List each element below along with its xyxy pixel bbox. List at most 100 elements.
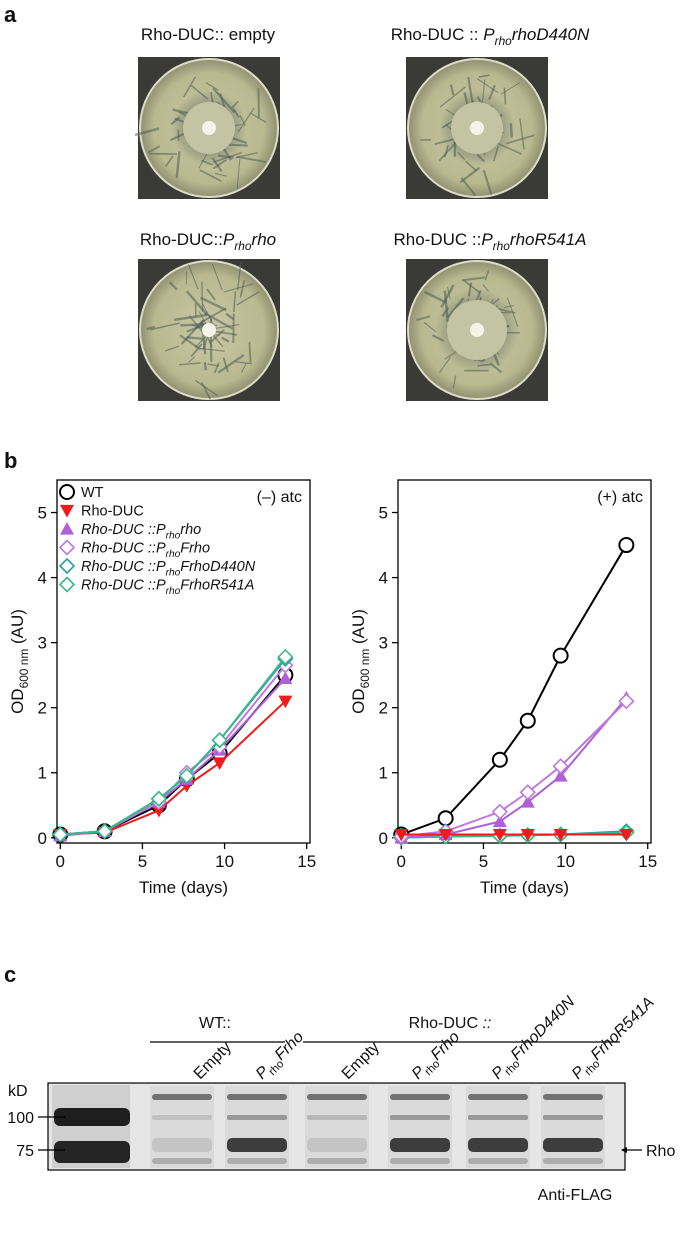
streak [235,361,253,365]
plate-title-part: Rho-DUC :: [394,230,482,249]
band [152,1115,212,1120]
band [227,1115,287,1120]
streak [214,172,227,177]
blot-image [47,1082,626,1171]
streak [449,84,455,96]
plate-title: Rho-DUC::Prhorho [140,230,276,253]
legend-label-part: rho [166,530,181,541]
plate-title: Rho-DUC ::PrhorhoR541A [394,230,587,253]
band-label: Rho [646,1143,675,1160]
y-tick-label: 5 [38,504,47,523]
x-tick-label: 15 [297,852,316,871]
x-axis-label: Time (days) [480,878,569,897]
y-tick-label: 5 [379,504,388,523]
streak [439,86,466,108]
streak [183,76,197,98]
plate-title-part: Rho-DUC:: empty [141,25,276,44]
plate-title-part: rho [495,34,513,48]
x-tick-label: 0 [56,852,65,871]
streak [482,170,493,195]
panel-label: b [4,448,17,473]
x-tick-label: 15 [638,852,657,871]
plate-title: Rho-DUC :: PrhorhoD440N [391,25,590,48]
series-line [60,700,287,836]
streak [168,281,178,291]
band [227,1158,287,1164]
marker [58,557,76,575]
group-label: Rho-DUC :: [409,1015,492,1032]
plot-frame [397,479,652,844]
plate-title-part: Rho-DUC :: [391,25,484,44]
band [543,1115,603,1120]
plate-title-part: P [481,230,493,249]
marker [212,757,227,770]
streak [175,151,181,178]
marker [552,758,569,775]
streak [257,88,260,118]
group-label: WT:: [199,1015,231,1032]
plate-title-part: rho [252,230,277,249]
streak [180,319,205,345]
streak [179,334,202,351]
panel-label: c [4,962,16,987]
marker [58,539,76,556]
legend-label-part: Rho-DUC :: [81,522,156,538]
marker [211,732,228,749]
legend-label-part: rho [166,549,181,560]
y-axis-label-part: OD [8,688,27,714]
marker [553,768,568,782]
legend-label-part: rho [166,567,181,578]
lane-label: Empty [191,1039,235,1083]
band [390,1094,450,1100]
ladder-band [54,1108,130,1126]
legend-label-part: rho [180,522,201,538]
legend-label-part: P [156,541,166,557]
plate-title-part: rhoD440N [512,25,590,44]
streak [207,363,220,367]
marker [60,522,74,535]
marker [151,804,166,818]
legend-label-part: rho [166,586,181,597]
streak [237,262,242,291]
band [152,1094,212,1100]
plate-photo [138,259,280,401]
legend-label: Rho-DUC [81,504,144,520]
streak [478,74,490,78]
group-label-part: :: [482,1015,491,1032]
x-tick-label: 5 [138,852,147,871]
y-tick-label: 1 [38,764,47,783]
band [468,1138,528,1152]
y-axis-label-part: 600 nm [17,649,31,689]
band [543,1094,603,1100]
streak [222,357,229,373]
streak [446,286,451,300]
series-line [60,658,287,836]
plot-frame [56,479,311,844]
band [307,1115,367,1120]
streak [165,155,174,167]
y-axis-label: OD600 nm (AU) [8,609,31,714]
plate-title-part: rho [234,239,252,253]
band [307,1158,367,1164]
marker [491,803,508,820]
legend-label-part: WT [81,485,104,501]
streak [185,290,209,316]
marker [52,826,69,843]
marker [278,695,293,709]
group-label-part: Rho-DUC [409,1015,483,1032]
streak [484,270,490,281]
y-axis-label-part: OD [349,688,368,714]
streak [241,363,247,373]
plate-title-part: P [223,230,235,249]
unit-label: kD [8,1083,28,1100]
antibody-label: Anti-FLAG [538,1187,613,1204]
legend-label: Rho-DUC ::Prhorho [81,522,201,541]
annotation: (–) atc [257,489,302,506]
streak [188,356,196,363]
band [468,1115,528,1120]
streak [461,276,486,282]
streak [149,322,180,331]
streak [187,264,199,290]
band [307,1094,367,1100]
y-tick-label: 0 [38,829,47,848]
